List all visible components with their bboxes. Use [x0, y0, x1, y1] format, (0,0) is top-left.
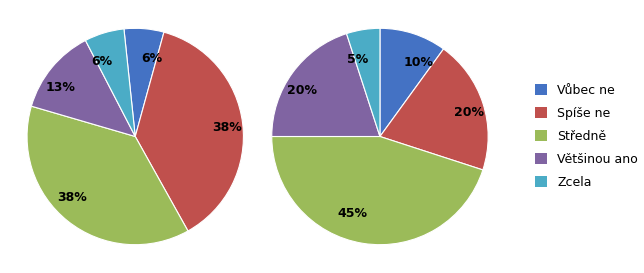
Wedge shape [86, 29, 135, 136]
Text: 5%: 5% [346, 53, 368, 66]
Text: 6%: 6% [142, 52, 163, 65]
Text: 38%: 38% [213, 121, 242, 134]
Wedge shape [32, 40, 135, 136]
Wedge shape [346, 28, 380, 136]
Wedge shape [124, 28, 164, 136]
Wedge shape [380, 49, 488, 170]
Text: 20%: 20% [287, 84, 317, 97]
Text: 6%: 6% [91, 55, 113, 68]
Text: 38%: 38% [57, 191, 87, 204]
Text: 10%: 10% [404, 56, 434, 69]
Wedge shape [135, 32, 243, 231]
Legend: Vůbec ne, Spíše ne, Středně, Většinou ano, Zcela: Vůbec ne, Spíše ne, Středně, Většinou an… [531, 80, 641, 193]
Wedge shape [27, 106, 188, 245]
Wedge shape [380, 28, 444, 136]
Text: 13%: 13% [45, 81, 75, 94]
Text: 20%: 20% [454, 106, 484, 119]
Text: 45%: 45% [337, 207, 368, 220]
Wedge shape [272, 136, 483, 245]
Wedge shape [272, 34, 380, 136]
